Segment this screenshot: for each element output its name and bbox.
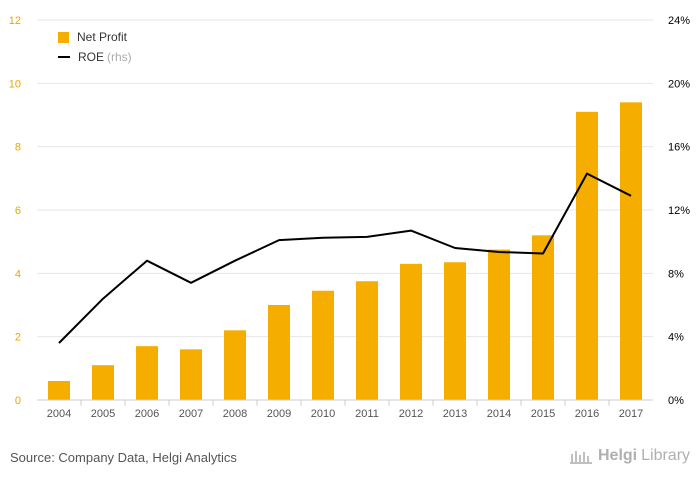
- right-axis-tick-label: 20%: [668, 78, 690, 90]
- legend: Net Profit ROE (rhs): [58, 27, 132, 67]
- bar: [400, 263, 422, 400]
- bar: [224, 330, 246, 400]
- right-axis-tick-label: 0%: [668, 395, 684, 407]
- x-axis-tick-label: 2006: [135, 408, 159, 420]
- x-axis-tick-label: 2013: [443, 408, 467, 420]
- x-axis-tick-label: 2007: [179, 408, 203, 420]
- right-axis-tick-label: 8%: [668, 268, 684, 280]
- legend-label-net-profit: Net Profit: [77, 30, 128, 44]
- x-axis-tick-label: 2011: [355, 408, 379, 420]
- left-axis-tick-label: 10: [9, 78, 21, 90]
- right-axis-tick-label: 24%: [668, 15, 690, 27]
- x-axis-tick-label: 2009: [267, 408, 291, 420]
- bar: [620, 102, 642, 400]
- x-axis-tick-label: 2016: [575, 408, 599, 420]
- x-axis-tick-label: 2015: [531, 408, 555, 420]
- x-axis-tick-label: 2017: [619, 408, 643, 420]
- bar: [532, 235, 554, 400]
- left-axis-tick-label: 2: [15, 332, 21, 344]
- bar: [180, 349, 202, 400]
- left-axis-tick-label: 4: [15, 268, 21, 280]
- x-axis-tick-label: 2012: [399, 408, 423, 420]
- left-axis-tick-label: 6: [15, 205, 21, 217]
- bar: [444, 262, 466, 400]
- x-axis-tick-label: 2005: [91, 408, 115, 420]
- bar: [136, 346, 158, 400]
- right-axis-tick-label: 4%: [668, 332, 684, 344]
- bar: [356, 281, 378, 400]
- right-axis-tick-label: 12%: [668, 205, 690, 217]
- bar: [92, 365, 114, 400]
- x-axis-tick-label: 2014: [487, 408, 511, 420]
- legend-rhs-note: (rhs): [107, 50, 132, 64]
- legend-label-roe: ROE: [78, 50, 105, 64]
- bar: [268, 305, 290, 400]
- brand-logo: Helgi Library: [570, 447, 690, 465]
- left-axis-tick-label: 12: [9, 15, 21, 27]
- brand-name-part2: Library: [641, 447, 691, 464]
- brand-name-part1: Helgi: [598, 447, 638, 464]
- x-axis-tick-label: 2004: [47, 408, 71, 420]
- source-note: Source: Company Data, Helgi Analytics: [10, 450, 237, 465]
- legend-item-roe: ROE (rhs): [58, 47, 132, 67]
- legend-item-net-profit: Net Profit: [58, 27, 132, 47]
- bar: [576, 111, 598, 400]
- left-axis-tick-label: 8: [15, 142, 21, 154]
- bar: [488, 249, 510, 400]
- bar: [312, 290, 334, 400]
- x-axis-tick-label: 2008: [223, 408, 247, 420]
- x-axis-tick-label: 2010: [311, 408, 335, 420]
- library-icon: [570, 451, 592, 464]
- left-axis-tick-label: 0: [15, 395, 21, 407]
- right-axis-tick-label: 16%: [668, 142, 690, 154]
- legend-bar-swatch: [58, 31, 69, 43]
- legend-line-swatch: [58, 56, 70, 58]
- bar: [48, 381, 70, 400]
- chart-canvas: 0 2 4 6 8 10 12 0% 4% 8% 12% 16% 20% 24% 2004 2005 2006 2…: [9, 15, 690, 420]
- roe-line: [58, 172, 632, 344]
